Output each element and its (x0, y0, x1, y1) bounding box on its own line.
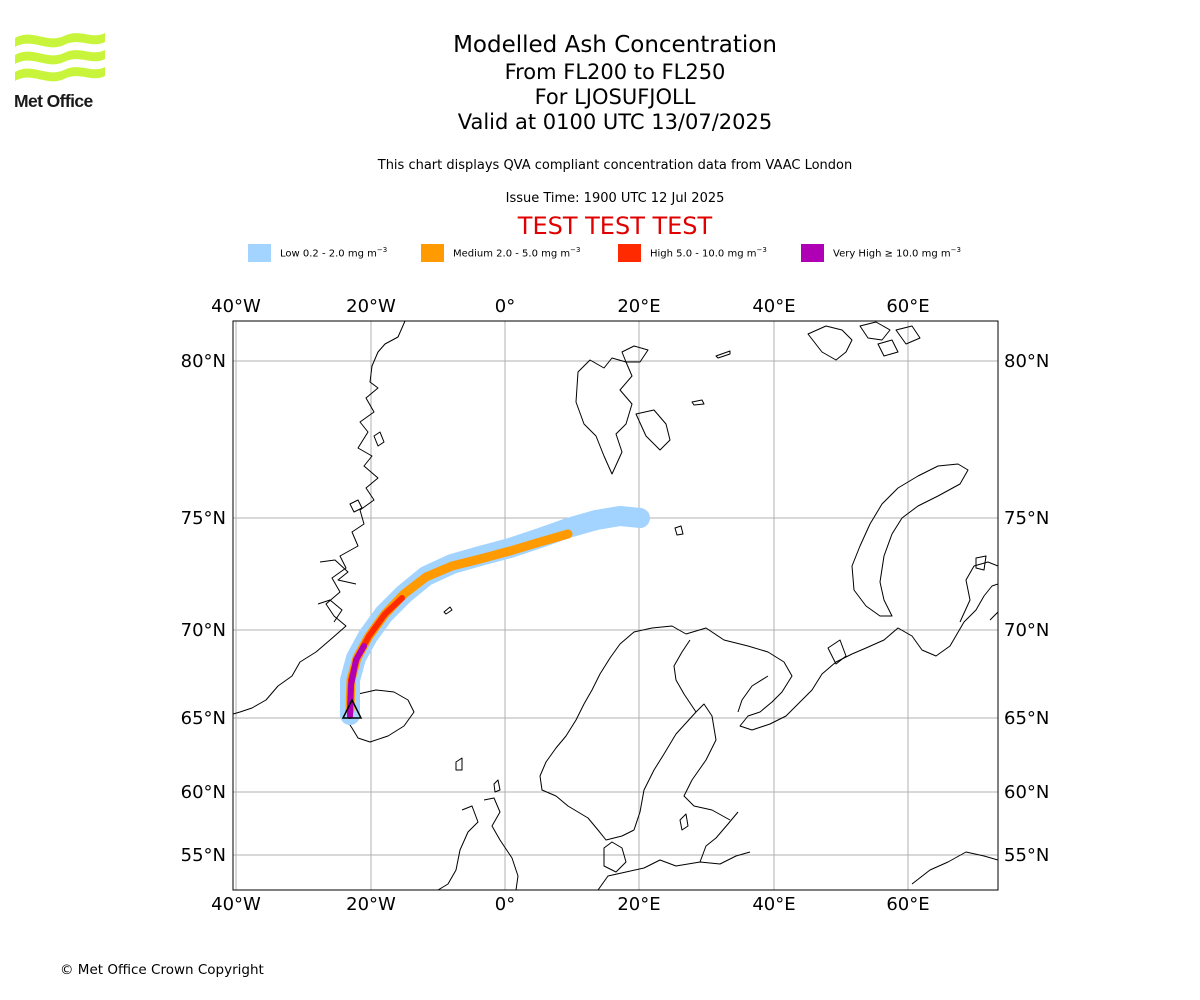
coastline-franz-josef-land (859, 321, 891, 341)
lon-label: 40°W (211, 894, 261, 915)
chart-titles: Modelled Ash Concentration From FL200 to… (265, 30, 965, 135)
coastline-nordaustlandet (621, 345, 649, 363)
coastline-kvitoya (715, 350, 731, 359)
map-frame (232, 320, 999, 891)
legend-item-high: High 5.0 - 10.0 mg m−3 (618, 244, 767, 262)
coastline-germany-poland (597, 851, 751, 890)
ash-area-very-high (347, 643, 367, 719)
coastline-yamal (989, 611, 998, 621)
coastline-island (691, 399, 705, 406)
valid-time-subtitle: Valid at 0100 UTC 13/07/2025 (457, 110, 773, 134)
coastline-gotland (679, 813, 689, 831)
lat-label: 65°N (181, 708, 226, 729)
coastline-russia-land (959, 561, 998, 623)
longitude-labels-bottom: 40°W 20°W 0° 20°E 40°E 60°E (211, 894, 929, 915)
lon-label: 0° (495, 296, 515, 317)
latitude-labels-left: 80°N 75°N 70°N 65°N 60°N 55°N (181, 351, 226, 866)
lon-label: 20°E (617, 894, 660, 915)
coastline-baltic-states (699, 811, 739, 863)
coastline-iceland (343, 689, 415, 743)
volcano-triangle-icon (341, 698, 363, 719)
coastline-norway (539, 625, 687, 841)
coastline-faroes (455, 757, 463, 771)
lon-label: 40°E (752, 894, 795, 915)
lat-label: 80°N (1004, 351, 1049, 372)
ash-plume (340, 506, 650, 725)
legend-label-medium: Medium 2.0 - 5.0 mg m (453, 248, 571, 260)
legend-swatch-low (248, 244, 271, 262)
coastline-russia-east (911, 851, 998, 885)
coastline-franz-josef-land (807, 325, 853, 361)
legend-unit-exponent: −3 (376, 246, 388, 255)
coastline-gulf-finland (673, 639, 697, 713)
legend-item-very-high: Very High ≥ 10.0 mg m−3 (801, 244, 961, 262)
issue-time: Issue Time: 1900 UTC 12 Jul 2025 (505, 191, 725, 206)
coastline-great-britain (483, 797, 519, 890)
lon-label: 20°W (346, 296, 396, 317)
lon-label: 40°E (752, 296, 795, 317)
legend-swatch-high (618, 244, 641, 262)
met-office-logo-text: Met Office (14, 91, 93, 111)
lat-label: 75°N (181, 508, 226, 529)
coastline-franz-josef-land (877, 339, 899, 357)
coastline-greenland-fjord (319, 559, 357, 585)
lon-label: 60°E (886, 894, 929, 915)
legend-swatch-medium (421, 244, 444, 262)
lat-label: 65°N (1004, 708, 1049, 729)
met-office-logo-icon (15, 33, 105, 82)
volcano-subtitle: For LJOSUFJOLL (534, 85, 696, 109)
coastline-kanin (827, 639, 847, 665)
map-body (233, 321, 998, 890)
coastline-bjornoya (674, 525, 684, 536)
lat-label: 70°N (181, 620, 226, 641)
lon-label: 20°E (617, 296, 660, 317)
longitude-labels-top: 40°W 20°W 0° 20°E 40°E 60°E (211, 296, 929, 317)
legend-item-medium: Medium 2.0 - 5.0 mg m−3 (421, 244, 580, 262)
test-banner: TEST TEST TEST (517, 212, 713, 240)
latitude-labels-right: 80°N 75°N 70°N 65°N 60°N 55°N (1004, 351, 1049, 866)
legend-item-low: Low 0.2 - 2.0 mg m−3 (248, 244, 387, 262)
chart-description: This chart displays QVA compliant concen… (377, 158, 853, 173)
coastline-russia-north (685, 583, 998, 731)
legend-unit-exponent: −3 (950, 246, 961, 255)
coastlines (233, 321, 998, 890)
coastline-denmark (603, 841, 627, 873)
legend-label-high: High 5.0 - 10.0 mg m (650, 248, 757, 260)
lat-label: 70°N (1004, 620, 1049, 641)
coastline-scotland-west (437, 805, 479, 890)
coastline-greenland-island (349, 499, 363, 513)
legend-unit-exponent: −3 (756, 246, 767, 255)
coastline-white-sea (737, 675, 769, 713)
legend-label-very-high: Very High ≥ 10.0 mg m (833, 248, 951, 260)
coastline-greenland-island (373, 431, 385, 447)
lat-label: 55°N (181, 845, 226, 866)
lon-label: 20°W (346, 894, 396, 915)
map-background (233, 321, 998, 890)
coastline-greenland-fjord (317, 599, 343, 623)
copyright-notice: © Met Office Crown Copyright (60, 962, 264, 978)
lon-label: 60°E (886, 296, 929, 317)
coastline-vaygach (975, 555, 987, 571)
legend-label-low: Low 0.2 - 2.0 mg m (280, 248, 377, 260)
lat-label: 80°N (181, 351, 226, 372)
coastline-baltic (633, 703, 731, 831)
lat-label: 60°N (181, 782, 226, 803)
coastline-shetland (493, 779, 501, 793)
coastline-edgeoya (635, 409, 671, 451)
chart-title: Modelled Ash Concentration (453, 32, 777, 58)
lat-label: 75°N (1004, 508, 1049, 529)
coastline-franz-josef-land (895, 325, 921, 345)
lat-label: 55°N (1004, 845, 1049, 866)
legend-unit-exponent: −3 (570, 246, 581, 255)
coastline-greenland (233, 321, 406, 715)
lon-label: 40°W (211, 296, 261, 317)
lon-label: 0° (495, 894, 515, 915)
coastline-novaya-zemlya (851, 463, 969, 617)
coastline-jan-mayen (443, 606, 453, 615)
flight-level-subtitle: From FL200 to FL250 (504, 60, 726, 84)
coastline-svalbard (575, 357, 633, 475)
lat-label: 60°N (1004, 782, 1049, 803)
legend-swatch-very-high (801, 244, 824, 262)
